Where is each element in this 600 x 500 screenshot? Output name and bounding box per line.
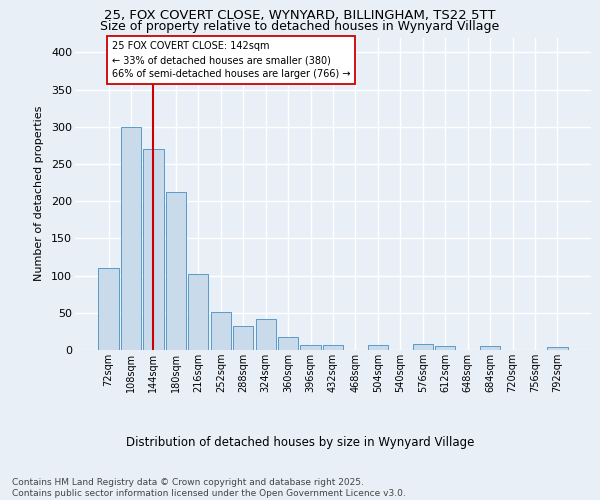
Bar [166,192,186,350]
Bar [98,268,119,350]
Text: 25 FOX COVERT CLOSE: 142sqm
← 33% of detached houses are smaller (380)
66% of se: 25 FOX COVERT CLOSE: 142sqm ← 33% of det… [112,41,350,79]
Bar [256,320,276,350]
Bar [480,346,500,350]
Text: Distribution of detached houses by size in Wynyard Village: Distribution of detached houses by size … [126,436,474,449]
Bar [211,312,231,350]
Text: Size of property relative to detached houses in Wynyard Village: Size of property relative to detached ho… [100,20,500,33]
Bar [121,127,141,350]
Bar [301,345,320,350]
Bar [368,345,388,350]
Bar [278,338,298,350]
Y-axis label: Number of detached properties: Number of detached properties [34,106,44,282]
Bar [233,326,253,350]
Bar [323,345,343,350]
Bar [188,274,208,350]
Bar [143,149,164,350]
Bar [547,347,568,350]
Bar [435,346,455,350]
Text: 25, FOX COVERT CLOSE, WYNYARD, BILLINGHAM, TS22 5TT: 25, FOX COVERT CLOSE, WYNYARD, BILLINGHA… [104,9,496,22]
Text: Contains HM Land Registry data © Crown copyright and database right 2025.
Contai: Contains HM Land Registry data © Crown c… [12,478,406,498]
Bar [413,344,433,350]
